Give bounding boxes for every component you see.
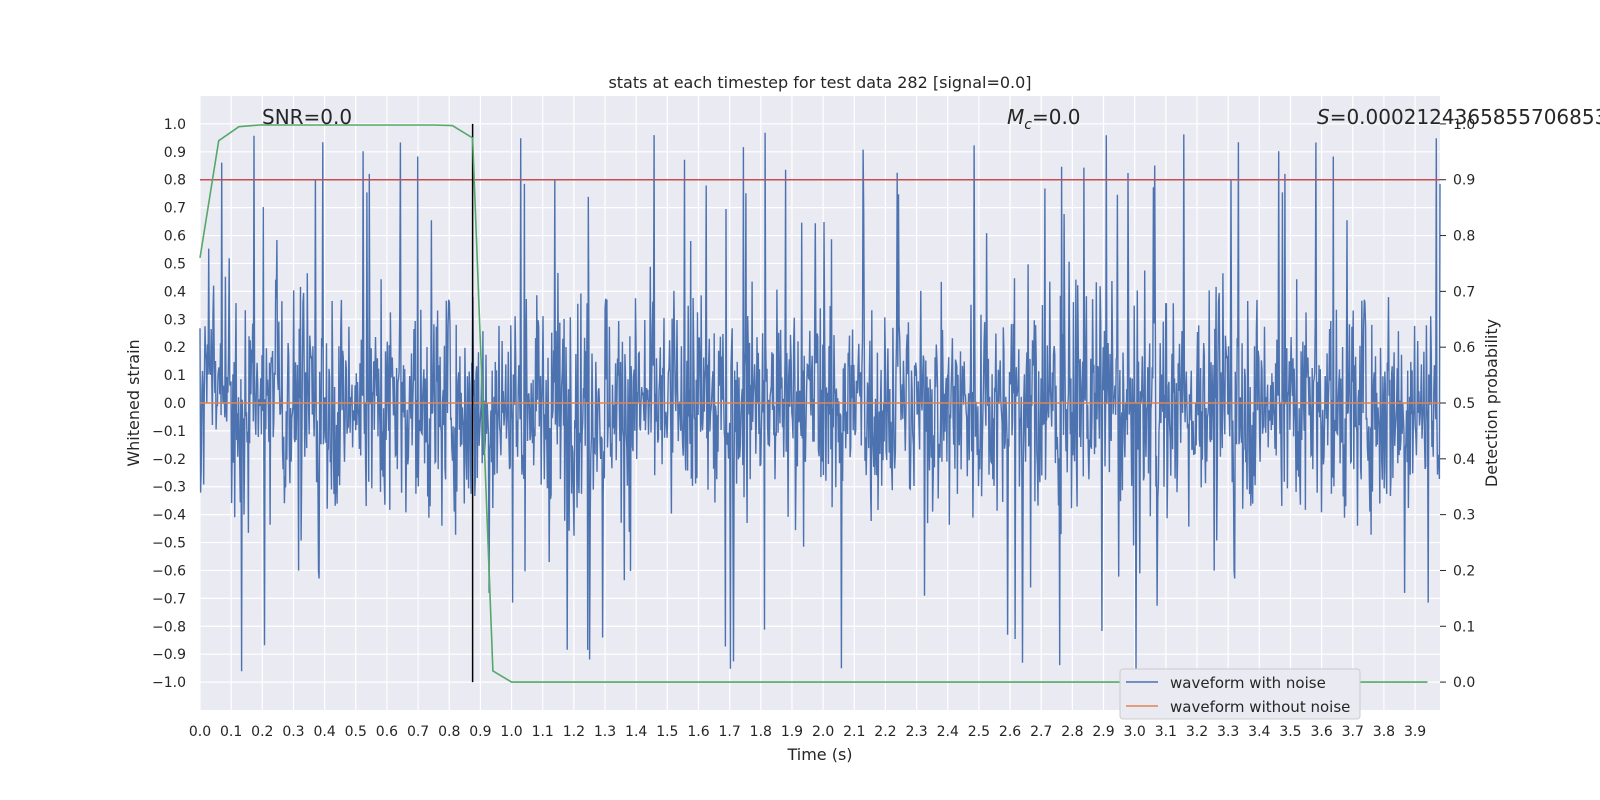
- x-tick-label-6: 0.6: [376, 724, 398, 740]
- y-tick-label-6: −0.4: [152, 508, 186, 524]
- x-tick-label-38: 3.8: [1373, 724, 1395, 740]
- y-axis-ticks: −1.0 −0.9 −0.8 −0.7 −0.6 −0.5 −0.4 −0.3 −0.2 −0.1…: [152, 117, 186, 691]
- y2-tick-label-7: 0.7: [1453, 284, 1475, 300]
- x-tick-label-33: 3.3: [1217, 724, 1239, 740]
- s-annotation: S=0.00021243658557068539: [1317, 105, 1600, 129]
- y-tick-label-9: −0.1: [152, 424, 186, 440]
- y-tick-label-0: −1.0: [152, 675, 186, 691]
- x-tick-label-7: 0.7: [407, 724, 429, 740]
- y2-tick-label-9: 0.9: [1453, 173, 1475, 189]
- x-tick-label-21: 2.1: [843, 724, 865, 740]
- x-tick-label-30: 3.0: [1124, 724, 1146, 740]
- chirp-mass-annotation: Mc=0.0: [1007, 105, 1081, 133]
- y-tick-label-4: −0.6: [152, 563, 186, 579]
- y2-tick-label-10: 1.0: [1453, 117, 1475, 133]
- x-axis-ticks: 0.0 0.1 0.2 0.3 0.4 0.5 0.6 0.7 0.8 0.9 1.0 1.1 1.2 1…: [189, 724, 1426, 740]
- y-tick-label-13: 0.3: [164, 312, 186, 328]
- y2-tick-label-0: 0.0: [1453, 675, 1475, 691]
- y2-tick-label-1: 0.1: [1453, 619, 1475, 635]
- x-tick-label-4: 0.4: [313, 724, 335, 740]
- x-tick-label-27: 2.7: [1030, 724, 1052, 740]
- x-tick-label-17: 1.7: [719, 724, 741, 740]
- x-tick-label-1: 0.1: [220, 724, 242, 740]
- y-axis-label: Whitened strain: [124, 339, 143, 466]
- x-tick-label-19: 1.9: [781, 724, 803, 740]
- x-tick-label-26: 2.6: [999, 724, 1021, 740]
- legend-label-noise: waveform with noise: [1170, 674, 1326, 692]
- y2-tick-label-3: 0.3: [1453, 508, 1475, 524]
- x-tick-label-9: 0.9: [469, 724, 491, 740]
- x-tick-label-24: 2.4: [937, 724, 959, 740]
- snr-annotation: SNR=0.0: [262, 105, 352, 129]
- x-tick-label-28: 2.8: [1061, 724, 1083, 740]
- x-tick-label-0: 0.0: [189, 724, 211, 740]
- legend-box: [1119, 668, 1361, 720]
- x-tick-label-18: 1.8: [750, 724, 772, 740]
- y2-axis-ticks: 0.0 0.1 0.2 0.3 0.4 0.5 0.6 0.7 0.8 0.9 1.0: [1440, 117, 1475, 691]
- chart-title: stats at each timestep for test data 282…: [608, 73, 1031, 92]
- x-tick-label-35: 3.5: [1279, 724, 1301, 740]
- x-tick-label-13: 1.3: [594, 724, 616, 740]
- series-waveform-with-noise: [199, 132, 1441, 672]
- x-tick-label-8: 0.8: [438, 724, 460, 740]
- y2-axis-label: Detection probability: [1482, 319, 1501, 487]
- noise-trace: [199, 132, 1441, 672]
- x-tick-label-23: 2.3: [905, 724, 927, 740]
- y-tick-label-5: −0.5: [152, 536, 186, 552]
- y-tick-label-10: 0.0: [164, 396, 186, 412]
- x-tick-label-29: 2.9: [1092, 724, 1114, 740]
- x-tick-label-11: 1.1: [532, 724, 554, 740]
- x-tick-label-36: 3.6: [1310, 724, 1332, 740]
- y-tick-label-20: 1.0: [164, 117, 186, 133]
- x-tick-label-5: 0.5: [345, 724, 367, 740]
- y-tick-label-19: 0.9: [164, 145, 186, 161]
- x-tick-label-25: 2.5: [968, 724, 990, 740]
- y-tick-label-18: 0.8: [164, 173, 186, 189]
- legend-label-clean: waveform without noise: [1170, 698, 1350, 716]
- y-tick-label-8: −0.2: [152, 452, 186, 468]
- x-tick-label-16: 1.6: [687, 724, 709, 740]
- y-tick-label-15: 0.5: [164, 256, 186, 272]
- y2-tick-label-5: 0.5: [1453, 396, 1475, 412]
- x-tick-label-10: 1.0: [500, 724, 522, 740]
- y2-tick-label-4: 0.4: [1453, 452, 1475, 468]
- x-tick-label-34: 3.4: [1248, 724, 1270, 740]
- x-tick-label-14: 1.4: [625, 724, 647, 740]
- y-tick-label-14: 0.4: [164, 284, 186, 300]
- y-tick-label-12: 0.2: [164, 340, 186, 356]
- x-tick-label-15: 1.5: [656, 724, 678, 740]
- series-detection-probability: [199, 124, 1428, 683]
- y2-tick-label-8: 0.8: [1453, 229, 1475, 245]
- y-tick-label-7: −0.3: [152, 480, 186, 496]
- x-tick-label-3: 0.3: [282, 724, 304, 740]
- x-tick-label-32: 3.2: [1186, 724, 1208, 740]
- y-tick-label-11: 0.1: [164, 368, 186, 384]
- y-tick-label-16: 0.6: [164, 229, 186, 245]
- y-tick-label-3: −0.7: [152, 591, 186, 607]
- legend: waveform with noise waveform without noi…: [1119, 668, 1361, 720]
- x-tick-label-2: 0.2: [251, 724, 273, 740]
- x-axis-label: Time (s): [786, 745, 852, 764]
- y-tick-label-17: 0.7: [164, 201, 186, 217]
- x-tick-label-22: 2.2: [874, 724, 896, 740]
- x-tick-label-37: 3.7: [1342, 724, 1364, 740]
- y-tick-label-1: −0.9: [152, 647, 186, 663]
- y2-tick-label-6: 0.6: [1453, 340, 1475, 356]
- y-tick-label-2: −0.8: [152, 619, 186, 635]
- x-tick-label-31: 3.1: [1155, 724, 1177, 740]
- y2-tick-label-2: 0.2: [1453, 563, 1475, 579]
- x-tick-label-12: 1.2: [563, 724, 585, 740]
- x-tick-label-39: 3.9: [1404, 724, 1426, 740]
- x-tick-label-20: 2.0: [812, 724, 834, 740]
